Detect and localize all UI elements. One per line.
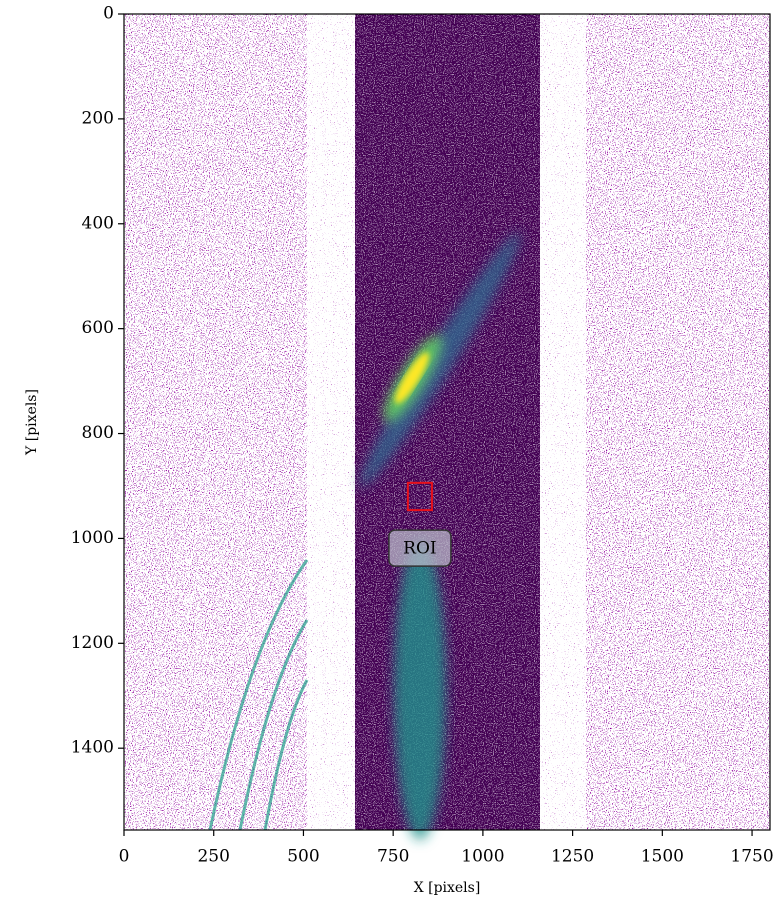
streak (359, 232, 521, 488)
y-tick-label: 1400 (71, 738, 114, 758)
y-axis-label: Y [pixels] (24, 389, 40, 456)
y-tick-label: 1200 (71, 633, 114, 653)
x-tick-label: 0 (119, 847, 130, 867)
x-tick-label: 500 (287, 847, 319, 867)
texture (355, 14, 540, 830)
arc (208, 559, 309, 831)
y-tick-label: 800 (82, 423, 114, 443)
roi-label: ROI (403, 539, 436, 559)
x-tick-label: 1500 (641, 847, 684, 867)
y-tick-label: 0 (103, 4, 114, 24)
x-tick-label: 750 (377, 847, 409, 867)
arc (238, 619, 309, 831)
y-tick-label: 400 (82, 213, 114, 233)
texture (307, 14, 355, 830)
image (123, 13, 771, 840)
streak (395, 352, 429, 404)
x-tick-label: 1250 (551, 847, 594, 867)
roi-box (406, 481, 433, 512)
texture (586, 14, 770, 830)
x-tick-label: 250 (197, 847, 229, 867)
roi-label-box (388, 529, 452, 567)
streak (394, 540, 446, 840)
y-tick-label: 600 (82, 318, 114, 338)
texture (124, 14, 307, 830)
x-tick-label: 1000 (461, 847, 504, 867)
arcs (208, 559, 309, 831)
texture (540, 14, 586, 830)
x-axis-label: X [pixels] (414, 880, 481, 896)
y-tick-label: 200 (82, 108, 114, 128)
frame (123, 13, 771, 831)
y-tick-label: 1000 (71, 528, 114, 548)
x-tick-label: 1750 (730, 847, 773, 867)
arc (263, 679, 309, 831)
